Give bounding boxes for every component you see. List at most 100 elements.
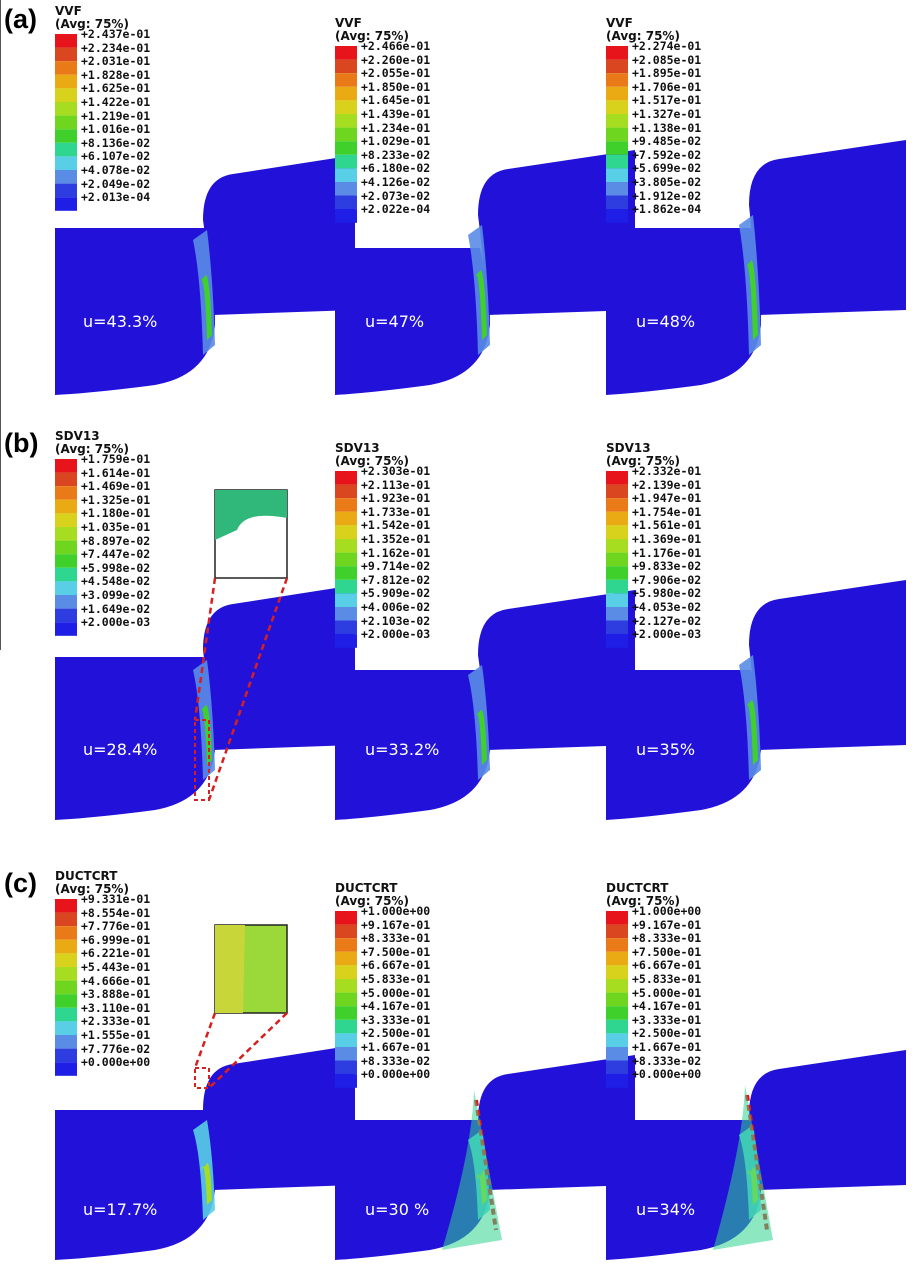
legend-averaging-label: (Avg: 75%): [55, 882, 129, 896]
legend-color-band: [335, 154, 357, 169]
legend-averaging-label: (Avg: 75%): [335, 29, 409, 43]
legend-color-band: [606, 195, 628, 210]
legend-color-band: [606, 620, 628, 635]
legend-color-band: [335, 938, 357, 952]
legend-tick-label: +1.517e-01: [632, 93, 702, 108]
legend-color-band: [335, 100, 357, 114]
legend-tick-label: +9.714e-02: [361, 559, 431, 574]
legend-color-band: [55, 595, 77, 609]
legend-color-band: [606, 86, 628, 101]
contour-panel: SDV13 (Avg: 75%) +2.303e-01 +2.113e-01 +1.92…: [335, 425, 635, 835]
legend-color-band: [335, 620, 357, 635]
specimen-contour-plot: [55, 899, 355, 1260]
legend-color-band: [335, 511, 357, 526]
specimen-lower-block: [335, 670, 490, 820]
legend-tick-label: +1.706e-01: [632, 79, 702, 94]
legend-tick-label: +8.136e-02: [81, 135, 151, 150]
legend-color-band: [606, 607, 628, 621]
legend-tick-label: +3.888e-01: [81, 987, 151, 1002]
legend-variable-name: VVF: [55, 4, 82, 18]
legend-tick-label: +4.053e-02: [632, 600, 702, 614]
contour-panel: SDV13 (Avg: 75%) +1.759e-01 +1.614e-01 +1.46…: [55, 425, 355, 835]
legend-color-band: [606, 209, 628, 223]
legend-tick-label: +3.333e-01: [361, 1012, 431, 1027]
legend-tick-label: +1.733e-01: [361, 504, 431, 519]
legend-averaging-label: (Avg: 75%): [606, 29, 680, 43]
legend-tick-label: +1.325e-01: [81, 492, 151, 507]
legend-tick-label: +2.466e-01: [361, 39, 431, 53]
legend-color-band: [606, 951, 628, 966]
legend-color-band: [55, 994, 77, 1008]
legend-color-band: [55, 1035, 77, 1049]
legend-tick-label: +1.234e-01: [361, 120, 431, 135]
legend-tick-label: +1.614e-01: [81, 465, 151, 480]
legend-tick-label: +1.016e-01: [81, 122, 151, 137]
specimen-contour-plot: [606, 46, 906, 395]
legend-tick-label: +5.699e-02: [632, 161, 702, 176]
legend-tick-label: +0.000e+00: [361, 1067, 431, 1082]
legend-color-band: [335, 127, 357, 142]
specimen-contour-plot: [606, 471, 906, 820]
legend-color-band: [606, 1019, 628, 1034]
specimen-upper-block: [749, 580, 906, 750]
legend-color-band: [606, 525, 628, 539]
legend-color-band: [55, 1021, 77, 1035]
specimen-contour-plot: [606, 911, 906, 1260]
legend-color-band: [606, 154, 628, 169]
legend-tick-label: +5.909e-02: [361, 586, 431, 601]
legend-color-band: [335, 141, 357, 155]
legend-color-band: [606, 127, 628, 142]
legend-averaging-label: (Avg: 75%): [55, 442, 129, 456]
legend-tick-label: +2.500e-01: [632, 1026, 702, 1041]
legend-color-band: [55, 197, 77, 211]
legend-color-band: [335, 1033, 357, 1047]
displacement-label: u=28.4%: [83, 740, 158, 759]
legend-color-band: [606, 593, 628, 607]
legend-color-band: [55, 486, 77, 500]
legend-tick-label: +2.113e-01: [361, 477, 431, 492]
legend-variable-name: VVF: [335, 16, 362, 30]
displacement-label: u=30 %: [365, 1200, 430, 1219]
legend-tick-label: +6.180e-02: [361, 161, 431, 176]
legend-tick-label: +4.006e-02: [361, 600, 431, 614]
legend-color-band: [606, 59, 628, 74]
legend-color-band: [335, 579, 357, 594]
legend-color-band: [55, 608, 77, 623]
shear-zone-peak-contour: [747, 260, 758, 340]
legend-color-band: [335, 484, 357, 499]
legend-averaging-label: (Avg: 75%): [606, 454, 680, 468]
legend-color-band: [335, 634, 357, 648]
legend-tick-label: +7.500e-01: [361, 944, 431, 959]
contour-panel: DUCTCRT (Avg: 75%) +1.000e+00 +9.167e-01 +8.…: [335, 865, 635, 1275]
legend-color-band: [606, 182, 628, 196]
legend-color-band: [335, 114, 357, 128]
legend-color-band: [55, 926, 77, 940]
shear-zone-peak-contour: [747, 700, 758, 765]
legend-tick-label: +9.833e-02: [632, 559, 702, 574]
legend-color-band: [335, 1019, 357, 1034]
legend-tick-label: +8.554e-01: [81, 905, 151, 920]
shear-zone-peak-contour: [201, 1163, 212, 1205]
legend-color-band: [55, 183, 77, 198]
legend-color-band: [55, 472, 77, 487]
legend-color-band: [335, 1006, 357, 1020]
legend-tick-label: +2.437e-01: [81, 27, 151, 41]
row-label: (b): [4, 428, 39, 458]
legend-color-band: [606, 141, 628, 155]
legend-variable-name: SDV13: [606, 441, 651, 455]
legend-tick-label: +1.828e-01: [81, 67, 151, 82]
legend-tick-label: +2.303e-01: [361, 464, 431, 478]
legend-color-band: [335, 965, 357, 979]
legend-tick-label: +3.333e-01: [632, 1012, 702, 1027]
contour-panel: DUCTCRT (Avg: 75%) +1.000e+00 +9.167e-01 +8.…: [606, 865, 906, 1275]
legend-color-band: [335, 1060, 357, 1075]
legend-color-band: [335, 552, 357, 567]
legend-tick-label: +8.233e-02: [361, 147, 431, 162]
legend-color-band: [55, 527, 77, 541]
legend-color-band: [606, 938, 628, 952]
legend-tick-label: +4.548e-02: [81, 574, 151, 589]
displacement-label: u=33.2%: [365, 740, 440, 759]
displacement-label: u=17.7%: [83, 1200, 158, 1219]
legend-color-band: [55, 499, 77, 514]
row-label: (c): [4, 868, 37, 898]
